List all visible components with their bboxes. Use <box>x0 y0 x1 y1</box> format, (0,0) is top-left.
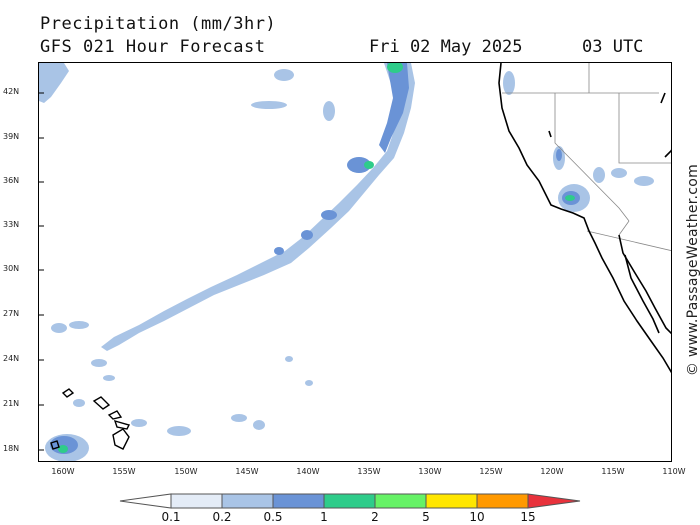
precip-band <box>39 63 654 461</box>
lat-label: 33N <box>3 220 20 229</box>
precip-heavy <box>58 63 575 453</box>
lat-ticks <box>39 92 44 451</box>
legend-swatch <box>119 493 172 509</box>
lon-label: 150W <box>174 467 198 476</box>
legend-label: 2 <box>371 510 379 524</box>
lon-label: 140W <box>296 467 320 476</box>
legend-swatch <box>425 493 478 509</box>
hawaiian-islands <box>50 388 131 450</box>
lon-label: 155W <box>112 467 136 476</box>
lon-label: 110W <box>662 467 686 476</box>
lat-label: 39N <box>3 132 20 141</box>
precip-moderate <box>50 63 580 454</box>
lat-label: 30N <box>3 264 20 273</box>
legend-label: 10 <box>469 510 485 524</box>
legend-swatch <box>221 493 274 509</box>
credit-watermark: © www.PassageWeather.com <box>685 163 700 377</box>
coastlines <box>498 63 671 374</box>
legend-label: 5 <box>422 510 430 524</box>
legend-swatch <box>527 493 581 509</box>
lon-label: 125W <box>479 467 503 476</box>
legend-swatch <box>170 493 223 509</box>
legend-label: 0.1 <box>161 510 181 524</box>
lon-label: 160W <box>51 467 75 476</box>
state-borders <box>502 63 671 251</box>
lat-label: 21N <box>3 399 20 408</box>
legend-label: 15 <box>520 510 536 524</box>
map-canvas <box>39 63 671 461</box>
forecast-date: Fri 02 May 2025 <box>369 37 523 57</box>
legend-swatch <box>323 493 376 509</box>
lon-label: 130W <box>418 467 442 476</box>
map-subtitle: GFS 021 Hour Forecast <box>40 37 266 57</box>
lon-label: 115W <box>601 467 625 476</box>
lat-label: 18N <box>3 444 20 453</box>
legend-label: 1 <box>320 510 328 524</box>
legend-swatch <box>374 493 427 509</box>
legend-label: 0.2 <box>212 510 232 524</box>
lon-label: 120W <box>540 467 564 476</box>
lat-label: 42N <box>3 87 20 96</box>
lon-label: 135W <box>357 467 381 476</box>
legend-swatch <box>476 493 529 509</box>
lat-label: 24N <box>3 354 20 363</box>
map-panel[interactable] <box>38 62 672 462</box>
legend-label: 0.5 <box>263 510 283 524</box>
forecast-time: 03 UTC <box>582 37 644 57</box>
legend-swatch <box>272 493 325 509</box>
lat-label: 36N <box>3 176 20 185</box>
lat-label: 27N <box>3 309 20 318</box>
map-title: Precipitation (mm/3hr) <box>40 14 277 34</box>
lon-label: 145W <box>235 467 259 476</box>
